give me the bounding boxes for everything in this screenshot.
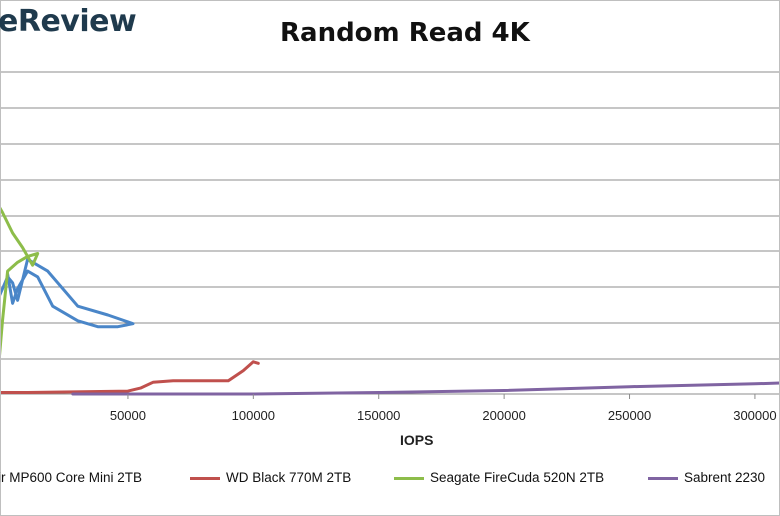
x-tick-label: 50000 — [110, 408, 146, 423]
legend-label: Sabrent 2230 — [684, 470, 766, 485]
x-tick-label: 250000 — [608, 408, 651, 423]
x-tick-label: 100000 — [232, 408, 275, 423]
series-line-3 — [0, 205, 40, 368]
grid-lines — [0, 71, 780, 395]
legend-item: ir MP600 Core Mini 2TB — [0, 470, 142, 485]
series-line-1 — [0, 257, 135, 329]
series-lines — [0, 205, 780, 396]
x-tick-label: 150000 — [357, 408, 400, 423]
series-line-2 — [0, 360, 260, 394]
legend-label: WD Black 770M 2TB — [226, 470, 352, 485]
legend-swatch — [648, 476, 678, 480]
series-line-4 — [71, 381, 780, 396]
legend-item: WD Black 770M 2TB — [190, 470, 351, 485]
x-tick-label: 200000 — [482, 408, 525, 423]
x-axis-label: IOPS — [400, 432, 434, 448]
legend-label: Seagate FireCuda 520N 2TB — [430, 470, 605, 485]
x-tick-label: 300000 — [733, 408, 776, 423]
legend-item: Sabrent 2230 — [648, 470, 765, 485]
chart-title: Random Read 4K — [280, 18, 530, 48]
legend-swatch — [190, 476, 220, 480]
x-tick-labels: 50000 100000 150000 200000 250000 300000 — [110, 394, 777, 423]
brand-logo-text: eReview — [0, 4, 137, 39]
legend-swatch — [394, 476, 424, 480]
legend-item: Seagate FireCuda 520N 2TB — [394, 470, 604, 485]
legend-label: ir MP600 Core Mini 2TB — [0, 470, 143, 485]
legend: ir MP600 Core Mini 2TB WD Black 770M 2TB… — [0, 466, 780, 492]
